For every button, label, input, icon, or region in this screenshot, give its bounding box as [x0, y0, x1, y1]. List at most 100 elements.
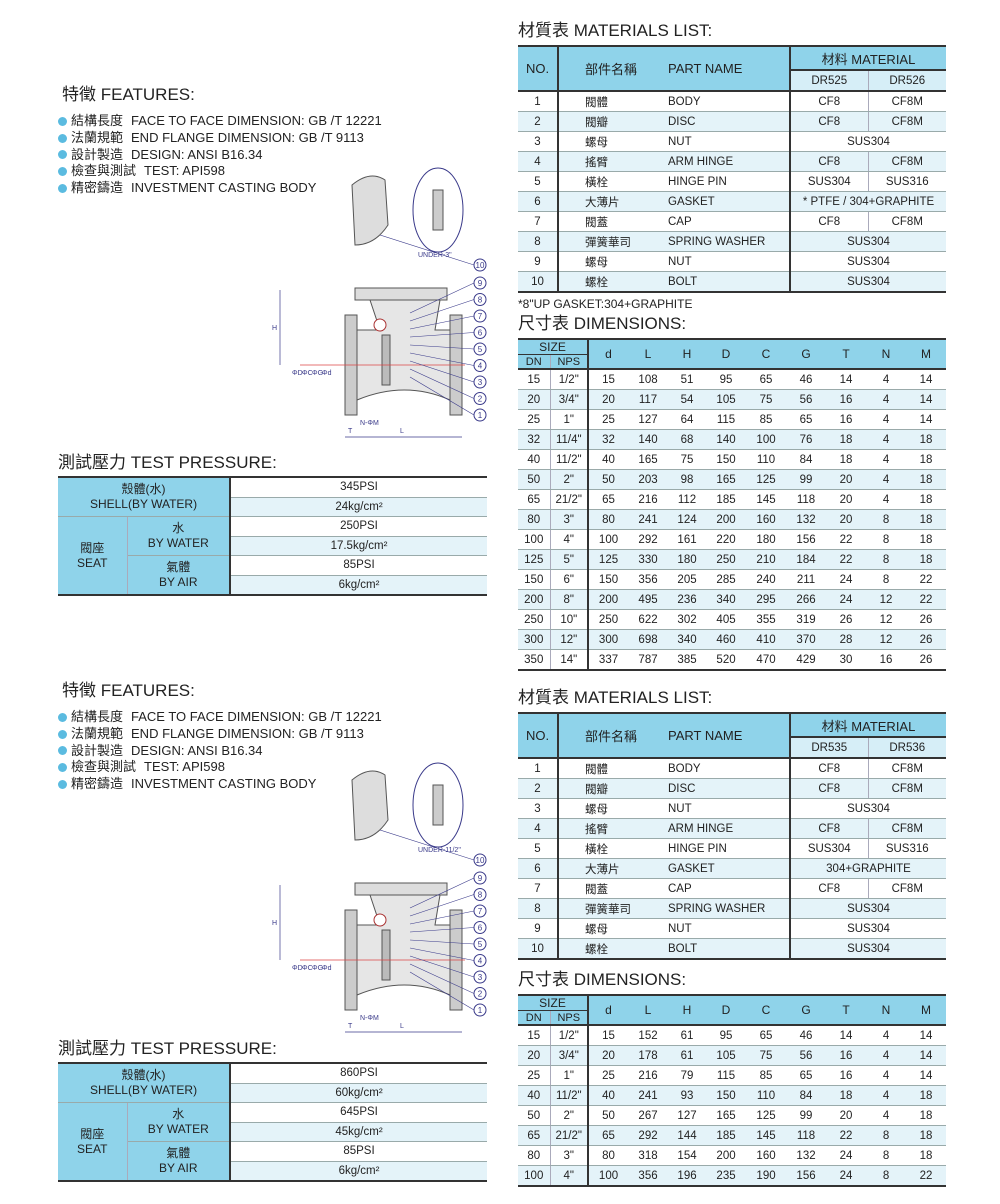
cell-l: 356: [628, 1165, 669, 1187]
cell-d: 125: [588, 549, 629, 570]
dimensions-row: 25 1" 25 127 64 115 85 65 16 4 14: [518, 409, 947, 430]
cell-n: 8: [866, 1145, 907, 1166]
features-title: 特徵 FEATURES:: [62, 681, 195, 700]
cell-l: 318: [628, 1145, 669, 1166]
dimensions-row: 25 1" 25 216 79 115 85 65 16 4 14: [518, 1065, 947, 1086]
cell-c: 145: [746, 1125, 787, 1146]
callout-leader: [409, 352, 475, 366]
material-value-2: CF8M: [868, 758, 947, 779]
part-name-en: CAP: [668, 878, 791, 899]
pressure-value: 85PSI: [230, 555, 488, 576]
part-no: 6: [518, 858, 559, 879]
dimension-label: L: [400, 428, 404, 435]
dimension-label: ΦD: [292, 965, 303, 972]
dimensions-block: 尺寸表 DIMENSIONS: SIZE d L H D C G T N M DN NPS 15 1/2" 1…: [518, 965, 947, 1187]
header-size: SIZE: [518, 339, 590, 355]
cell-d: 150: [706, 449, 747, 470]
pressure-value: 17.5kg/cm²: [230, 536, 488, 556]
by-water-label: 水 BY WATER: [127, 516, 232, 556]
cell-d: 150: [588, 569, 629, 590]
cell-dn: 25: [518, 409, 551, 430]
header-l: L: [628, 995, 669, 1026]
cell-dn: 65: [518, 1125, 551, 1146]
callout-circle: [473, 1003, 487, 1017]
cell-dn: 32: [518, 429, 551, 450]
valve-body: [356, 894, 451, 996]
cell-d: 100: [588, 529, 629, 550]
cell-g: 65: [786, 409, 827, 430]
header-n: N: [866, 995, 907, 1026]
cell-d: 95: [706, 1025, 747, 1046]
dimensions-row: 50 2" 50 267 127 165 125 99 20 4 18: [518, 1105, 947, 1126]
cell-t: 20: [826, 469, 867, 490]
cell-l: 216: [628, 1065, 669, 1086]
header-no: NO.: [518, 46, 559, 92]
cell-nps: 10": [550, 609, 590, 630]
cell-g: 99: [786, 469, 827, 490]
part-name-en: BODY: [668, 758, 791, 779]
cell-t: 26: [826, 609, 867, 630]
feature-item: 法蘭規範 END FLANGE DIMENSION: GB /T 9113: [58, 130, 382, 147]
cell-h: 144: [668, 1125, 707, 1146]
material-value-2: CF8M: [868, 111, 947, 132]
cell-nps: 14": [550, 649, 590, 671]
part-name-zh: 閥蓋: [558, 878, 668, 899]
cell-n: 8: [866, 549, 907, 570]
cell-nps: 6": [550, 569, 590, 590]
materials-row: 7 閥蓋 CAP CF8 CF8M: [518, 211, 947, 232]
test-pressure-row: 殼體(水) SHELL(BY WATER) 345PSI: [58, 477, 488, 517]
cell-dn: 350: [518, 649, 551, 671]
cell-h: 236: [668, 589, 707, 610]
part-no: 9: [518, 251, 559, 272]
part-no: 3: [518, 131, 559, 152]
callout-leader: [409, 315, 475, 330]
cell-l: 127: [628, 409, 669, 430]
cell-m: 18: [906, 1085, 947, 1106]
cell-dn: 125: [518, 549, 551, 570]
materials-title: 材質表 MATERIALS LIST:: [518, 21, 713, 40]
part-no: 2: [518, 778, 559, 799]
cell-l: 495: [628, 589, 669, 610]
dimension-label: Φd: [322, 370, 332, 377]
callout-leader: [409, 910, 475, 925]
cell-nps: 12": [550, 629, 590, 650]
cell-g: 65: [786, 1065, 827, 1086]
material-value-1: SUS304: [790, 171, 869, 192]
cell-d: 165: [706, 469, 747, 490]
callout-circle: [473, 954, 487, 967]
cell-c: 295: [746, 589, 787, 610]
feature-zh: 法蘭規範: [71, 129, 124, 145]
feature-en: TEST: API598: [144, 163, 225, 179]
callout-number: 2: [478, 395, 483, 404]
dimensions-row: 15 1/2" 15 108 51 95 65 46 14 4 14: [518, 369, 947, 390]
cell-h: 127: [668, 1105, 707, 1126]
cell-dn: 65: [518, 489, 551, 510]
callout-circle: [473, 359, 487, 372]
disc: [381, 334, 391, 386]
callout-number: 8: [478, 296, 483, 305]
cell-c: 65: [746, 1025, 787, 1046]
material-value: SUS304: [790, 251, 947, 272]
cell-n: 4: [866, 449, 907, 470]
part-name-zh: 大薄片: [558, 191, 668, 212]
dimensions-row: 15 1/2" 15 152 61 95 65 46 14 4 14: [518, 1025, 947, 1046]
cell-g: 46: [786, 1025, 827, 1046]
material-value: 304+GRAPHITE: [790, 858, 947, 879]
callout-circle: [473, 392, 487, 405]
dimensions-row: 50 2" 50 203 98 165 125 99 20 4 18: [518, 469, 947, 490]
callout-leader: [409, 947, 475, 961]
test-pressure-title: 測試壓力 TEST PRESSURE:: [58, 453, 277, 472]
cell-d: 150: [706, 1085, 747, 1106]
cell-t: 16: [826, 389, 867, 410]
part-name-zh: 閥體: [558, 758, 668, 779]
callout-circle: [473, 258, 487, 272]
cell-n: 8: [866, 529, 907, 550]
material-value-1: CF8: [790, 778, 869, 799]
cell-dn: 200: [518, 589, 551, 610]
part-name-zh: 彈簧華司: [558, 231, 668, 252]
part-name-zh: 螺母: [558, 131, 668, 152]
cell-d: 65: [588, 1125, 629, 1146]
feature-en: DESIGN: ANSI B16.34: [131, 742, 263, 758]
cell-m: 18: [906, 449, 947, 470]
